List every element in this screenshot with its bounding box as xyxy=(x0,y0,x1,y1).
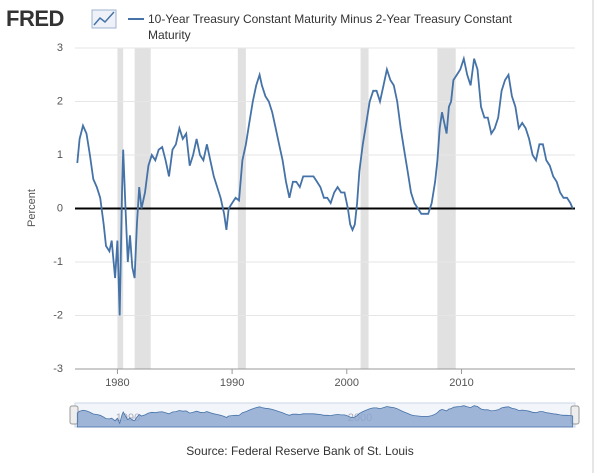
x-tick-label: 1980 xyxy=(105,377,129,389)
logo-icon xyxy=(91,9,117,29)
y-tick-label: 3 xyxy=(57,42,63,54)
legend-entry: 10-Year Treasury Constant Maturity Minus… xyxy=(148,12,512,42)
y-tick-label: -2 xyxy=(53,309,63,321)
y-axis-label: Percent xyxy=(26,189,38,227)
y-tick-label: -1 xyxy=(53,256,63,268)
line-series xyxy=(76,55,574,316)
y-tick-label: 2 xyxy=(57,95,63,107)
source: Source: Federal Reserve Bank of St. Loui… xyxy=(186,444,413,458)
navigator: 1990 2000 xyxy=(69,402,580,428)
legend-swatch xyxy=(128,18,144,20)
x-tick-label: 2000 xyxy=(335,377,359,389)
x-tick-label: 1990 xyxy=(220,377,244,389)
x-tick-label: 2010 xyxy=(449,377,473,389)
y-tick-label: 1 xyxy=(57,149,63,161)
navigator-area xyxy=(76,405,574,428)
navigator-handle[interactable] xyxy=(69,405,79,425)
y-tick-label: -3 xyxy=(53,363,63,375)
logo: FRED xyxy=(6,6,64,31)
y-tick-label: 0 xyxy=(57,202,63,214)
